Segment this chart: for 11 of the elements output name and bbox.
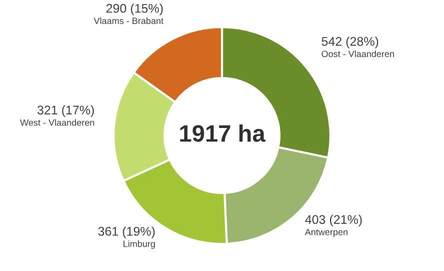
data-label: 321 (17%) xyxy=(37,105,94,117)
data-label: 403 (21%) xyxy=(305,214,362,226)
slice-label: West - Vlaanderen xyxy=(20,119,94,126)
data-label: 361 (19%) xyxy=(98,226,155,238)
data-label: 542 (28%) xyxy=(322,36,378,48)
slice-label: Antwerpen xyxy=(304,228,348,238)
slice-label: Limburg xyxy=(124,240,155,249)
data-label: 290 (15%) xyxy=(106,4,163,16)
slice-label: Oost - Vlaanderen xyxy=(322,50,394,58)
text: 1917 ha xyxy=(180,124,266,142)
slice-label: Vlaams - Brabant xyxy=(94,17,164,24)
